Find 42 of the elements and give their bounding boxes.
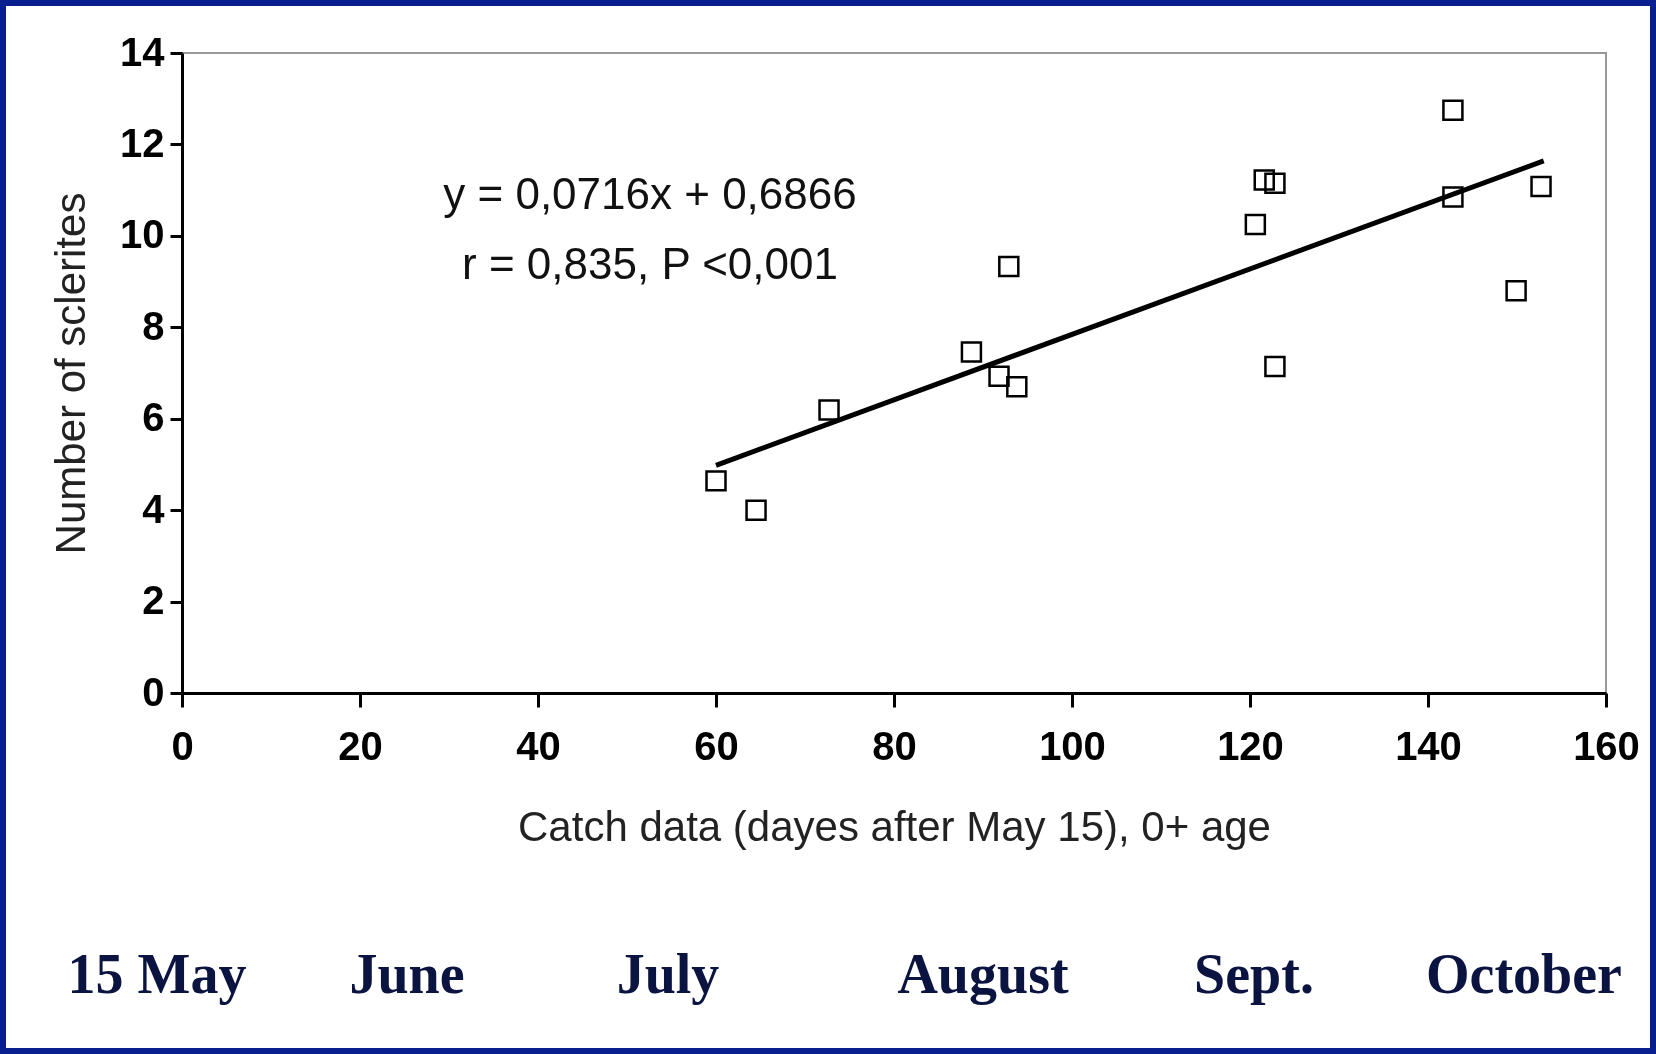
point: [960, 341, 983, 363]
point: [1244, 213, 1267, 236]
y-tick-label: 12: [120, 120, 165, 165]
point: [1264, 355, 1286, 378]
text: August: [897, 942, 1069, 1006]
y-tick-label: 8: [142, 303, 165, 348]
y-tick-label: 0: [142, 669, 165, 714]
point: [998, 255, 1020, 278]
y-tick-label: 4: [142, 486, 166, 531]
y-tick-label: 14: [120, 29, 166, 74]
point: [1442, 186, 1464, 208]
point: [1442, 99, 1464, 121]
x-tick-label: 100: [1039, 723, 1106, 768]
y-tick-label: 6: [142, 395, 165, 440]
point: [1006, 375, 1028, 398]
x-tick-label: 160: [1573, 723, 1640, 768]
text: October: [1426, 942, 1622, 1006]
x-axis-title: Catch data (dayes after May 15), 0+ age: [518, 802, 1271, 850]
point: [1505, 279, 1527, 302]
text: Sept.: [1194, 942, 1314, 1006]
annotation: y = 0,0716x + 0,6866: [443, 169, 857, 218]
point: [1253, 169, 1275, 191]
x-tick-label: 140: [1395, 723, 1462, 768]
text: 15 May: [67, 942, 247, 1006]
point: [1264, 172, 1286, 195]
y-tick-label: 10: [120, 212, 165, 257]
point: [818, 399, 840, 421]
x-tick-label: 80: [872, 723, 917, 768]
annotation: r = 0,835, P <0,001: [462, 239, 838, 288]
text: June: [349, 942, 465, 1006]
x-tick-label: 40: [516, 723, 561, 768]
point: [988, 365, 1010, 387]
x-tick-label: 120: [1217, 723, 1284, 768]
point: [705, 470, 727, 492]
x-tick-label: 60: [694, 723, 739, 768]
x-tick-label: 0: [171, 723, 194, 768]
point: [745, 499, 767, 521]
y-axis-title: Number of sclerites: [47, 192, 95, 555]
x-tick-label: 20: [338, 723, 383, 768]
y-tick-label: 2: [142, 578, 165, 623]
point: [1530, 175, 1552, 198]
text: July: [616, 942, 720, 1006]
